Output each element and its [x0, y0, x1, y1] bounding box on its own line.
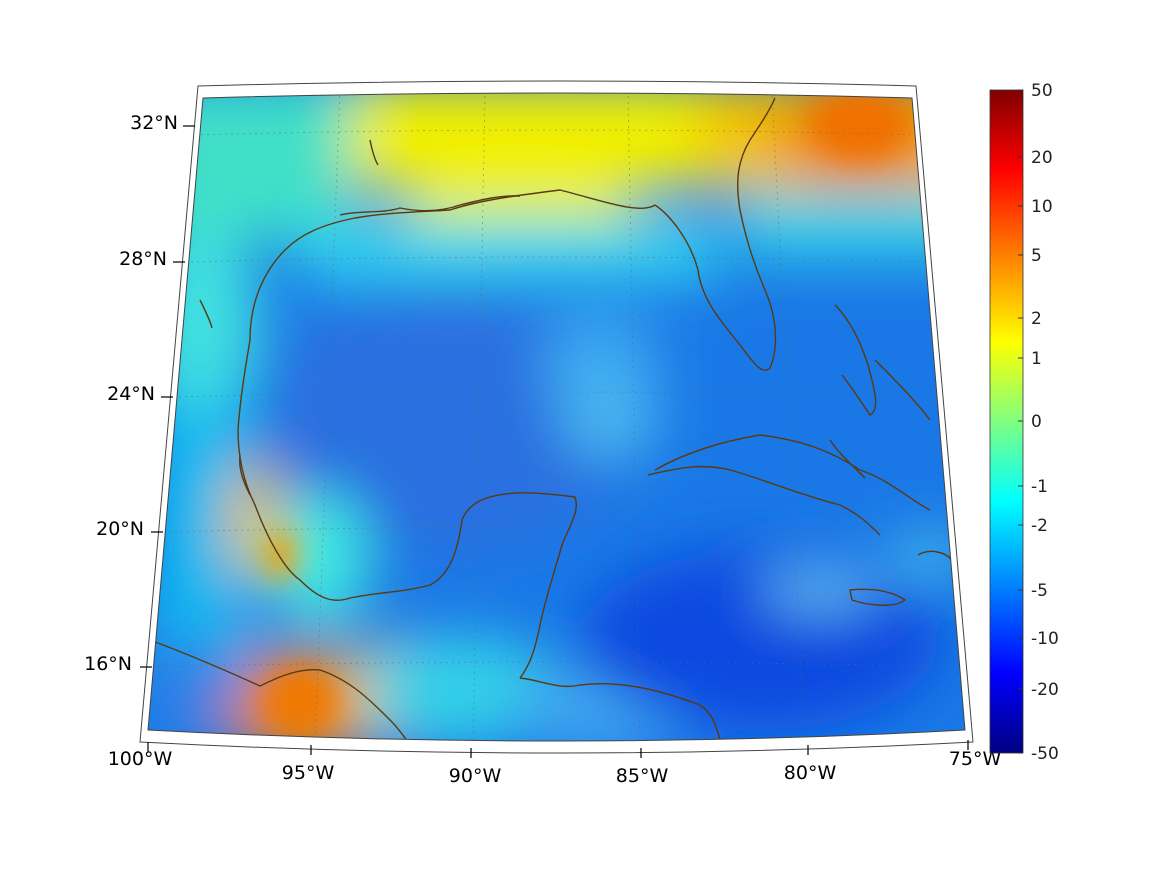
- map-frame: [147, 92, 966, 742]
- lon-label: 100°W: [108, 748, 173, 770]
- colorbar-tick-label: 20: [1031, 148, 1053, 168]
- lat-label: 24°N: [107, 383, 155, 405]
- lon-label: 85°W: [616, 765, 669, 787]
- lon-label: 90°W: [449, 765, 502, 787]
- lon-label: 80°W: [784, 762, 837, 784]
- lat-label: 16°N: [84, 653, 132, 675]
- coastlines: [149, 97, 953, 741]
- longitude-labels: 100°W 95°W 90°W 85°W 80°W 75°W: [108, 748, 1002, 787]
- colorbar: [989, 89, 1024, 754]
- axis-ticks: [140, 125, 969, 758]
- latitude-labels: 32°N 28°N 24°N 20°N 16°N: [84, 112, 178, 675]
- colorbar-tick-label: 2: [1031, 309, 1042, 329]
- colorbar-tick-label: 5: [1031, 246, 1042, 266]
- colorbar-tick-label: -2: [1031, 516, 1048, 536]
- colorbar-tick-label: -10: [1031, 629, 1059, 649]
- colorbar-tick-label: 10: [1031, 197, 1053, 217]
- map-frame-outer: [139, 80, 974, 754]
- colorbar-tick-label: -50: [1031, 744, 1059, 764]
- lat-label: 28°N: [119, 248, 167, 270]
- data-field: [148, 93, 965, 741]
- lat-label: 20°N: [96, 518, 144, 540]
- colorbar-tick-label: 50: [1031, 81, 1053, 101]
- colorbar-tick-label: 0: [1031, 412, 1042, 432]
- colorbar-tick-label: -5: [1031, 581, 1048, 601]
- lat-label: 32°N: [130, 112, 178, 134]
- colorbar-tick-label: 1: [1031, 349, 1042, 369]
- colorbar-tick-label: -1: [1031, 477, 1048, 497]
- colorbar-tick-label: -20: [1031, 680, 1059, 700]
- lon-label: 95°W: [282, 762, 335, 784]
- lon-label: 75°W: [949, 748, 1002, 770]
